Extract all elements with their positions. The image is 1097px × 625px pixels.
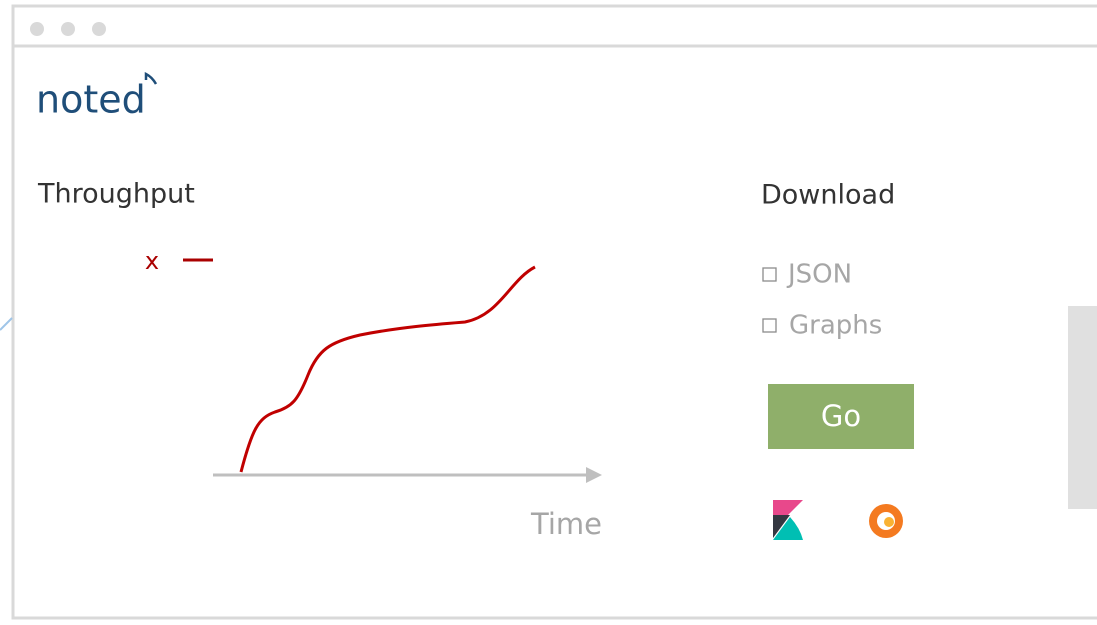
icon-part xyxy=(884,517,894,527)
window-frame xyxy=(11,4,1097,620)
scrollbar[interactable] xyxy=(1068,306,1097,509)
grafana-icon[interactable] xyxy=(869,504,903,538)
axis-label: Time xyxy=(530,507,602,541)
section-title: Download xyxy=(761,180,895,211)
checkbox[interactable] xyxy=(762,267,777,282)
axis-arrow xyxy=(586,467,602,483)
button-label: Go xyxy=(821,399,861,433)
window-dot[interactable] xyxy=(92,22,106,36)
checkbox[interactable] xyxy=(762,318,777,333)
go-button[interactable] xyxy=(768,384,914,449)
option-label: Graphs xyxy=(789,311,882,341)
logo-note xyxy=(144,71,158,85)
option-label: JSON xyxy=(786,260,852,290)
window-dot[interactable] xyxy=(61,22,75,36)
legend-label: x xyxy=(145,247,159,275)
icon-part xyxy=(773,515,790,538)
section-title: Throughput xyxy=(37,179,195,210)
window-dot[interactable] xyxy=(30,22,44,36)
kibana-icon[interactable] xyxy=(773,500,803,540)
icon-part xyxy=(773,517,803,540)
decoration xyxy=(0,317,13,331)
logo: noted xyxy=(36,78,146,122)
title-bar xyxy=(11,4,1097,48)
throughput-curve xyxy=(239,265,536,473)
